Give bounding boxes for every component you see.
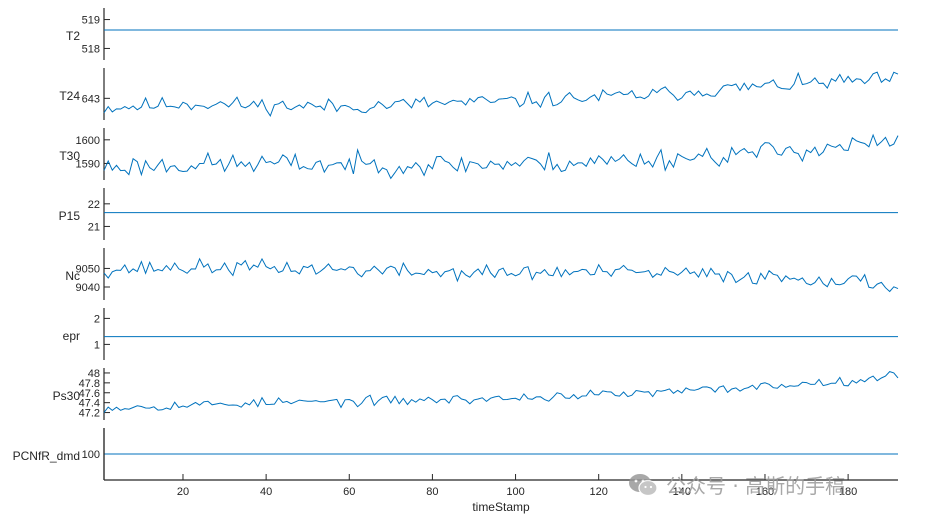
y-tick-label-T2: 519 bbox=[82, 15, 100, 27]
y-tick-label-T30: 1600 bbox=[76, 135, 100, 147]
y-tick-label-Nc: 9050 bbox=[76, 263, 100, 275]
wechat-icon bbox=[629, 473, 658, 496]
x-tick-label: 180 bbox=[839, 486, 857, 498]
panel-label-T2: T2 bbox=[66, 29, 80, 43]
x-tick-label: 60 bbox=[343, 486, 355, 498]
y-tick-label-epr: 1 bbox=[94, 339, 100, 351]
y-tick-label-T2: 518 bbox=[82, 43, 100, 55]
series-line-Ps30 bbox=[103, 371, 899, 413]
series-line-T30 bbox=[103, 133, 899, 180]
panel-label-PCNfR_dmd: PCNfR_dmd bbox=[13, 449, 80, 463]
panel-label-T30: T30 bbox=[59, 149, 80, 163]
y-tick-label-Ps30: 47.6 bbox=[79, 388, 100, 400]
x-tick-label: 140 bbox=[673, 486, 691, 498]
y-tick-label-Ps30: 47.2 bbox=[79, 408, 100, 420]
panel-label-epr: epr bbox=[63, 329, 80, 343]
watermark-text: 公众号 · 高斯的手稿 bbox=[666, 474, 846, 498]
y-tick-label-T30: 1590 bbox=[76, 158, 100, 170]
y-tick-label-epr: 2 bbox=[94, 313, 100, 325]
series-line-T24 bbox=[103, 71, 899, 118]
panel-label-T24: T24 bbox=[59, 89, 80, 103]
y-tick-label-Ps30: 47.8 bbox=[79, 378, 100, 390]
series-line-Nc bbox=[103, 257, 899, 293]
y-tick-label-Ps30: 47.4 bbox=[79, 398, 100, 410]
x-tick-label: 40 bbox=[260, 486, 272, 498]
panel-label-P15: P15 bbox=[59, 209, 81, 223]
panel-label-Nc: Nc bbox=[65, 269, 80, 283]
y-tick-label-Ps30: 48 bbox=[88, 368, 100, 380]
y-tick-label-Nc: 9040 bbox=[76, 282, 100, 294]
y-tick-label-P15: 22 bbox=[88, 199, 100, 211]
panel-label-Ps30: Ps30 bbox=[53, 389, 81, 403]
y-tick-label-PCNfR_dmd: 100 bbox=[82, 449, 100, 461]
x-tick-label: 160 bbox=[756, 486, 774, 498]
y-tick-label-P15: 21 bbox=[88, 221, 100, 233]
x-tick-label: 20 bbox=[177, 486, 189, 498]
x-tick-label: 100 bbox=[506, 486, 524, 498]
watermark: 公众号 · 高斯的手稿 bbox=[628, 470, 845, 499]
x-tick-label: 120 bbox=[590, 486, 608, 498]
x-axis-label: timeStamp bbox=[472, 500, 530, 514]
y-tick-label-T24: 643 bbox=[82, 93, 100, 105]
x-tick-label: 80 bbox=[426, 486, 438, 498]
